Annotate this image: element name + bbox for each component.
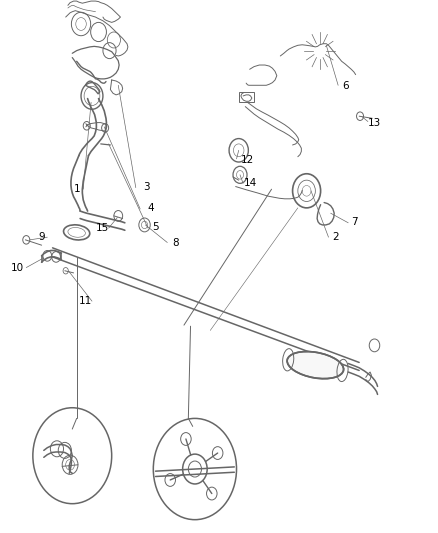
Text: 7: 7 (351, 217, 358, 227)
Text: 14: 14 (244, 178, 257, 188)
Text: 5: 5 (152, 222, 159, 231)
Text: 2: 2 (332, 232, 339, 242)
Ellipse shape (287, 352, 343, 378)
Text: 15: 15 (96, 223, 110, 233)
Text: 9: 9 (38, 232, 45, 242)
Text: 6: 6 (343, 82, 350, 91)
Text: 1: 1 (73, 184, 80, 194)
Text: 3: 3 (143, 182, 150, 191)
Text: 12: 12 (241, 155, 254, 165)
Text: 8: 8 (172, 238, 179, 247)
Text: 13: 13 (368, 118, 381, 127)
Text: 4: 4 (148, 203, 155, 213)
Text: 11: 11 (79, 296, 92, 306)
Text: 10: 10 (11, 263, 24, 272)
Bar (239, 92, 254, 102)
